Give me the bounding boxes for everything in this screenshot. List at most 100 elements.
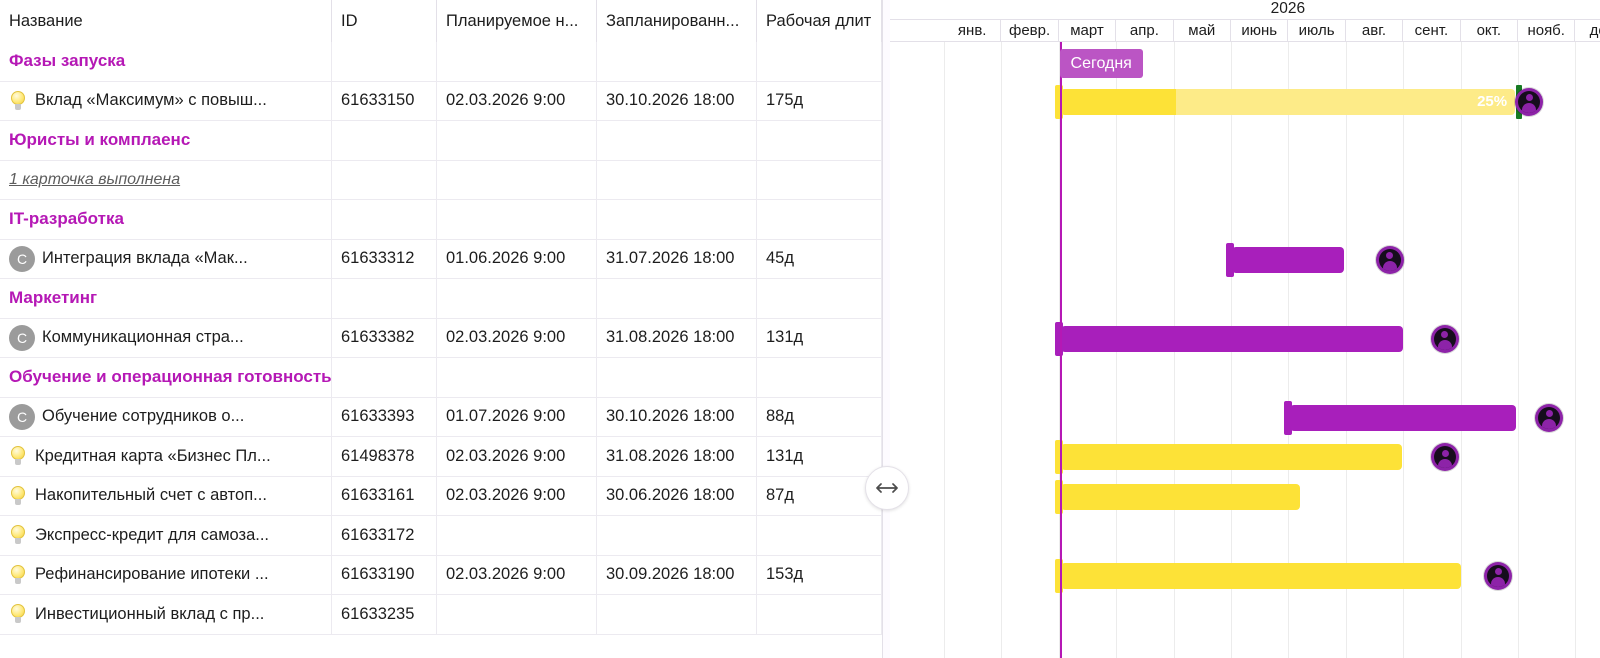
cell-name[interactable]: Маркетинг: [0, 279, 332, 318]
cell-name[interactable]: Юристы и комплаенс: [0, 121, 332, 160]
cell-id[interactable]: 61633235: [332, 595, 437, 634]
cell-id[interactable]: 61498378: [332, 437, 437, 476]
cell-planned-finish[interactable]: 30.10.2026 18:00: [597, 81, 757, 120]
cell-planned-finish[interactable]: [597, 279, 757, 318]
cell-name[interactable]: Инвестиционный вклад с пр...: [0, 595, 332, 634]
cell-name[interactable]: 1 карточка выполнена: [0, 160, 332, 199]
cell-name[interactable]: Рефинансирование ипотеки ...: [0, 555, 332, 594]
column-header-name[interactable]: Название: [0, 0, 332, 42]
gantt-bar[interactable]: [1232, 246, 1345, 273]
cell-id[interactable]: [332, 160, 437, 199]
gantt-bar-start-handle[interactable]: [1283, 400, 1292, 435]
gantt-bar-start-handle[interactable]: [1054, 84, 1063, 119]
table-row[interactable]: Кредитная карта «Бизнес Пл... 61498378 02.…: [0, 437, 882, 477]
cell-planned-finish[interactable]: 31.08.2026 18:00: [597, 318, 757, 357]
resize-horizontal-icon[interactable]: [865, 466, 909, 510]
cell-planned-start[interactable]: [437, 42, 597, 81]
cell-work-duration[interactable]: [757, 160, 882, 199]
cell-planned-start[interactable]: 02.03.2026 9:00: [437, 81, 597, 120]
cell-planned-start[interactable]: [437, 358, 597, 397]
column-header-planned-finish[interactable]: Запланированн...: [597, 0, 757, 42]
completed-cards-link[interactable]: 1 карточка выполнена: [9, 170, 181, 188]
cell-work-duration[interactable]: 45д: [757, 239, 882, 278]
cell-name[interactable]: Накопительный счет с автоп...: [0, 476, 332, 515]
cell-planned-start[interactable]: [437, 595, 597, 634]
table-row[interactable]: C Коммуникационная стра... 61633382 02.03.2…: [0, 318, 882, 358]
cell-planned-finish[interactable]: 31.07.2026 18:00: [597, 239, 757, 278]
cell-id[interactable]: 61633150: [332, 81, 437, 120]
cell-id[interactable]: 61633312: [332, 239, 437, 278]
cell-planned-finish[interactable]: [597, 516, 757, 555]
cell-name[interactable]: Фазы запуска: [0, 42, 332, 81]
table-row[interactable]: Инвестиционный вклад с пр... 61633235: [0, 595, 882, 635]
cell-planned-start[interactable]: 01.06.2026 9:00: [437, 239, 597, 278]
cell-planned-start[interactable]: [437, 200, 597, 239]
cell-planned-finish[interactable]: [597, 42, 757, 81]
gantt-bar[interactable]: [1060, 325, 1404, 352]
table-row[interactable]: C Интеграция вклада «Мак... 61633312 01.06.…: [0, 239, 882, 279]
cell-planned-finish[interactable]: [597, 595, 757, 634]
cell-planned-start[interactable]: [437, 279, 597, 318]
cell-work-duration[interactable]: [757, 200, 882, 239]
cell-planned-finish[interactable]: 30.06.2026 18:00: [597, 476, 757, 515]
cell-planned-finish[interactable]: [597, 200, 757, 239]
cell-planned-start[interactable]: 01.07.2026 9:00: [437, 397, 597, 436]
table-row[interactable]: Экспресс-кредит для самоза... 61633172: [0, 516, 882, 556]
column-header-work-duration[interactable]: Рабочая длит: [757, 0, 882, 42]
cell-work-duration[interactable]: 131д: [757, 318, 882, 357]
cell-name[interactable]: Кредитная карта «Бизнес Пл...: [0, 437, 332, 476]
cell-work-duration[interactable]: [757, 279, 882, 318]
cell-planned-start[interactable]: 02.03.2026 9:00: [437, 476, 597, 515]
cell-id[interactable]: [332, 200, 437, 239]
column-header-planned-start[interactable]: Планируемое н...: [437, 0, 597, 42]
cell-id[interactable]: [332, 279, 437, 318]
cell-planned-finish[interactable]: [597, 121, 757, 160]
gantt-bar-start-handle[interactable]: [1054, 440, 1063, 474]
cell-work-duration[interactable]: [757, 121, 882, 160]
cell-name[interactable]: Обучение и операционная готовность: [0, 358, 332, 397]
cell-planned-start[interactable]: 02.03.2026 9:00: [437, 318, 597, 357]
cell-work-duration[interactable]: [757, 358, 882, 397]
gantt-bar-start-handle[interactable]: [1054, 558, 1063, 593]
cell-planned-start[interactable]: 02.03.2026 9:00: [437, 555, 597, 594]
group-row[interactable]: Обучение и операционная готовность: [0, 358, 882, 398]
assignee-avatar-icon[interactable]: [1484, 561, 1513, 590]
cell-work-duration[interactable]: [757, 595, 882, 634]
cell-planned-start[interactable]: 02.03.2026 9:00: [437, 437, 597, 476]
cell-id[interactable]: 61633382: [332, 318, 437, 357]
cell-work-duration[interactable]: [757, 42, 882, 81]
cell-work-duration[interactable]: [757, 516, 882, 555]
today-marker-label[interactable]: Сегодня: [1059, 49, 1143, 78]
cell-planned-finish[interactable]: [597, 160, 757, 199]
assignee-avatar-icon[interactable]: [1535, 403, 1564, 432]
cell-planned-finish[interactable]: [597, 358, 757, 397]
assignee-avatar-icon[interactable]: [1430, 324, 1459, 353]
cell-id[interactable]: [332, 358, 437, 397]
gantt-bar[interactable]: [1060, 444, 1403, 470]
cell-id[interactable]: [332, 121, 437, 160]
cell-work-duration[interactable]: 88д: [757, 397, 882, 436]
gantt-bar[interactable]: 25%: [1060, 88, 1516, 115]
cell-id[interactable]: 61633161: [332, 476, 437, 515]
cell-id[interactable]: 61633393: [332, 397, 437, 436]
table-row[interactable]: C Обучение сотрудников о... 61633393 01.07.…: [0, 397, 882, 437]
gantt-bar-start-handle[interactable]: [1226, 242, 1235, 277]
cell-id[interactable]: 61633190: [332, 555, 437, 594]
cell-id[interactable]: [332, 42, 437, 81]
cell-name[interactable]: C Интеграция вклада «Мак...: [0, 239, 332, 278]
gantt-bar[interactable]: [1060, 483, 1300, 510]
table-row[interactable]: Вклад «Максимум» с повыш... 61633150 02.03…: [0, 81, 882, 121]
cell-planned-start[interactable]: [437, 160, 597, 199]
gantt-bar[interactable]: [1060, 562, 1461, 589]
cell-planned-start[interactable]: [437, 121, 597, 160]
cell-name[interactable]: C Коммуникационная стра...: [0, 318, 332, 357]
summary-note-row[interactable]: 1 карточка выполнена: [0, 160, 882, 200]
gantt-bar-start-handle[interactable]: [1054, 321, 1063, 356]
cell-name[interactable]: IT-разработка: [0, 200, 332, 239]
group-row[interactable]: Маркетинг: [0, 279, 882, 319]
cell-name[interactable]: C Обучение сотрудников о...: [0, 397, 332, 436]
table-row[interactable]: Накопительный счет с автоп... 61633161 02.…: [0, 476, 882, 516]
table-row[interactable]: Рефинансирование ипотеки ... 61633190 02.0…: [0, 555, 882, 595]
assignee-avatar-icon[interactable]: [1375, 245, 1404, 274]
cell-id[interactable]: 61633172: [332, 516, 437, 555]
